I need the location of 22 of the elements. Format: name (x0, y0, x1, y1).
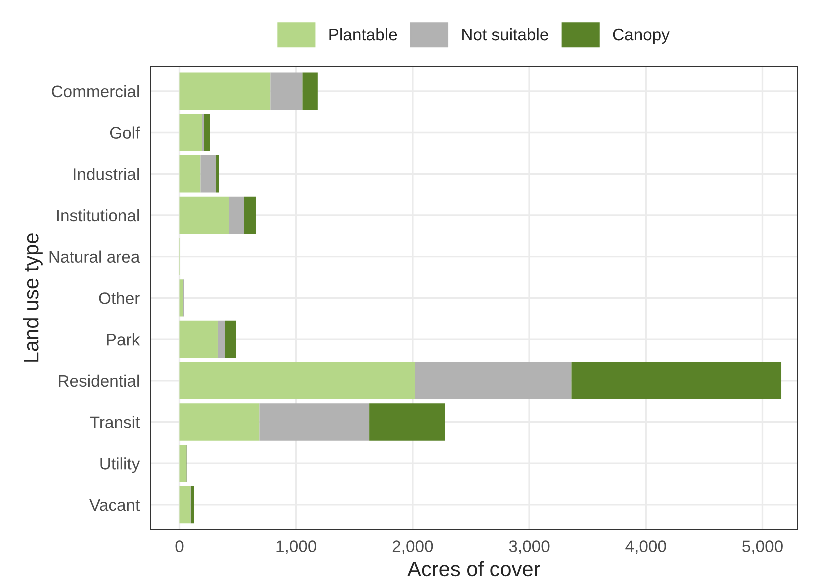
x-tick-label: 0 (176, 540, 184, 552)
y-tick-label: Park (107, 334, 140, 346)
legend-label: Canopy (613, 28, 670, 44)
y-tick-label: Vacant (90, 500, 140, 512)
x-tick-label: 2,000 (392, 540, 434, 554)
y-axis-title: Land use type (23, 234, 43, 362)
x-tick-label: 3,000 (509, 540, 550, 554)
y-tick-label: Residential (59, 374, 140, 388)
y-tick-label: Commercial (52, 85, 140, 98)
y-tick-label: Institutional (57, 209, 140, 222)
y-tick-label: Other (99, 292, 140, 304)
y-tick-label: Golf (110, 126, 140, 139)
y-tick-label: Natural area (50, 250, 140, 264)
y-tick-label: Transit (90, 416, 140, 428)
y-tick-label: Utility (100, 458, 140, 474)
x-axis-title: Acres of cover (408, 561, 540, 577)
legend-label: Plantable (330, 28, 398, 41)
y-tick-label: Industrial (74, 168, 140, 180)
x-tick-label: 5,000 (742, 540, 783, 554)
legend-label: Not suitable (462, 28, 548, 41)
x-tick-label: 1,000 (276, 540, 317, 554)
x-tick-label: 4,000 (626, 540, 666, 554)
